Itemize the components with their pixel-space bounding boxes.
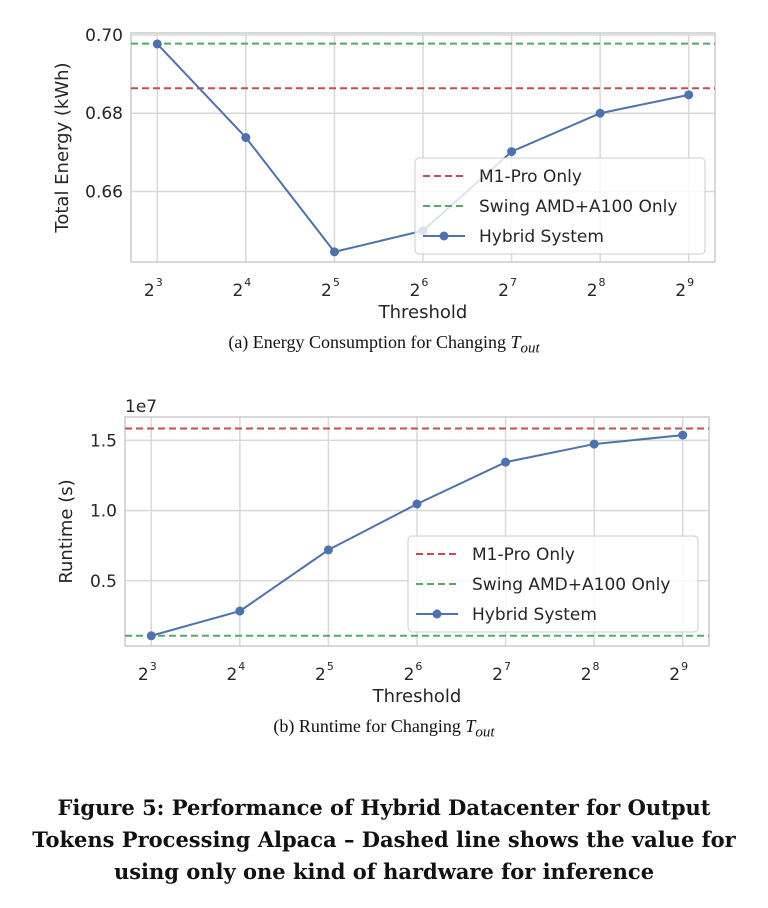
hybrid-point: [678, 430, 688, 440]
legend-label: Swing AMD+A100 Only: [472, 575, 670, 595]
legend-label: Hybrid System: [472, 605, 597, 625]
y-tick-label: 0.66: [85, 183, 123, 203]
subcaption-a-var: T: [510, 332, 521, 352]
x-tick-label: 27: [492, 660, 511, 685]
x-tick-label: 26: [410, 276, 429, 301]
legend-label: Swing AMD+A100 Only: [479, 197, 677, 217]
chart-runtime: 0.5 1.0 1.5 23 24 25 26 27 28 29 M1-Pro Only Swing …: [56, 397, 710, 707]
hybrid-point: [146, 631, 156, 641]
hybrid-point: [152, 39, 162, 49]
hybrid-point: [235, 606, 245, 616]
hybrid-point: [589, 439, 599, 449]
x-tick-label: 24: [226, 660, 245, 685]
x-tick-label: 29: [669, 660, 688, 685]
chart-energy: 0.66 0.68 0.70 23 24 25 26 27 28 29 M1-Pro Only Swi…: [52, 26, 716, 323]
hybrid-point: [507, 147, 517, 157]
hybrid-point: [412, 499, 422, 509]
hybrid-point: [684, 90, 694, 100]
hybrid-point: [329, 247, 339, 257]
x-tick-label: 23: [144, 276, 163, 301]
y-tick-label: 0.70: [85, 26, 123, 46]
x-tick-label: 29: [675, 276, 694, 301]
subcaption-b-sub: out: [475, 724, 495, 741]
y-tick-label: 1.0: [90, 502, 117, 522]
y-axis-label: Runtime (s): [56, 479, 77, 583]
legend-label: M1-Pro Only: [472, 545, 575, 565]
x-tick-label: 25: [315, 660, 334, 685]
subcaption-b: (b) Runtime for Changing Tout: [0, 716, 768, 742]
subcaption-a-text: (a) Energy Consumption for Changing: [228, 332, 511, 352]
figure-caption: Figure 5: Performance of Hybrid Datacent…: [32, 795, 736, 884]
x-tick-label: 27: [498, 276, 517, 301]
hybrid-point: [323, 545, 333, 555]
legend-label: M1-Pro Only: [479, 167, 582, 187]
hybrid-point: [595, 108, 605, 118]
plot-frame: [124, 416, 710, 647]
subcaption-a-sub: out: [520, 340, 540, 357]
legend: M1-Pro Only Swing AMD+A100 Only Hybrid Sys…: [407, 535, 699, 633]
legend-box: [407, 535, 699, 633]
hybrid-point: [241, 133, 251, 143]
legend: M1-Pro Only Swing AMD+A100 Only Hybrid Sys…: [414, 157, 706, 255]
y-tick-label: 0.5: [90, 572, 117, 592]
legend-label: Hybrid System: [479, 227, 604, 247]
subcaption-b-text: (b) Runtime for Changing: [273, 716, 466, 736]
legend-marker: [432, 609, 442, 619]
plot-frame: [130, 32, 716, 263]
y-axis-label: Total Energy (kWh): [52, 62, 73, 233]
y-tick-label: 0.68: [85, 104, 123, 124]
y-offset-label: 1e7: [125, 397, 157, 417]
subcaption-a: (a) Energy Consumption for Changing Tout: [0, 332, 768, 358]
x-axis-label: Threshold: [378, 302, 468, 323]
legend-box: [414, 157, 706, 255]
legend-marker: [439, 231, 449, 241]
subcaption-b-var: T: [465, 716, 476, 736]
x-tick-label: 26: [404, 660, 423, 685]
x-tick-label: 24: [232, 276, 251, 301]
x-tick-label: 28: [581, 660, 600, 685]
y-tick-label: 1.5: [90, 431, 117, 451]
x-tick-label: 28: [587, 276, 606, 301]
x-tick-label: 25: [321, 276, 340, 301]
hybrid-point: [501, 457, 511, 467]
x-tick-label: 23: [138, 660, 157, 685]
x-axis-label: Threshold: [372, 686, 462, 707]
